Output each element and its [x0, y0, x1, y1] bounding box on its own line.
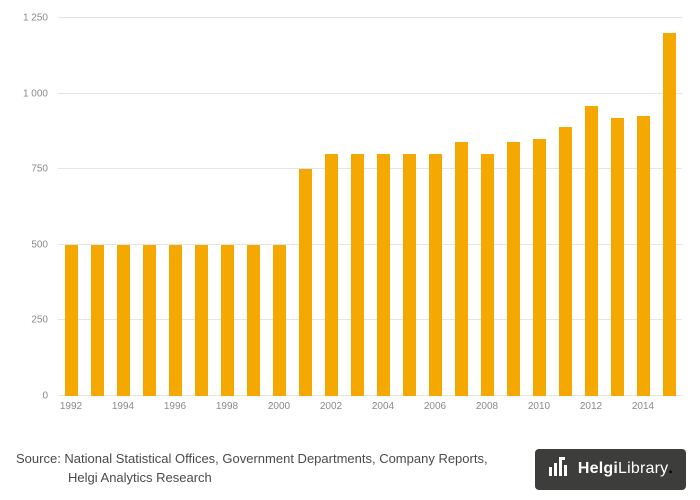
- footer: Source: National Statistical Offices, Go…: [0, 438, 700, 500]
- x-axis-label: [188, 401, 214, 412]
- logo-text-helgi: Helgi: [577, 460, 619, 477]
- x-axis-labels: 1992 1994 1996 1998 2000 2002 2004 2006 2008 2010…: [58, 401, 682, 412]
- bar-slot: [526, 18, 552, 396]
- x-axis-label: [552, 401, 578, 412]
- y-axis-label: 500: [31, 239, 48, 251]
- x-axis-label: [396, 401, 422, 412]
- bar-2007: [454, 141, 468, 396]
- logo-text-library: Library: [618, 460, 669, 477]
- bar-slot: [318, 18, 344, 396]
- y-axis-label: 750: [31, 163, 48, 175]
- gridline: [58, 168, 682, 170]
- x-axis-label: [500, 401, 526, 412]
- bar-slot: [84, 18, 110, 396]
- source-line-1: Source: National Statistical Offices, Go…: [16, 451, 488, 467]
- bar-2014: [636, 116, 650, 396]
- bar-slot: [552, 18, 578, 396]
- bar-slot: [240, 18, 266, 396]
- bar-slot: [162, 18, 188, 396]
- x-axis-label: 2002: [319, 401, 343, 412]
- bar-slot: [396, 18, 422, 396]
- source-text: Source: National Statistical Offices, Go…: [16, 450, 488, 488]
- source-line-2: Helgi Analytics Research: [68, 470, 212, 485]
- x-axis-label: 1992: [59, 401, 83, 412]
- bar-slot: [656, 18, 682, 396]
- bar-2004: [376, 154, 390, 396]
- x-axis-label: 1994: [111, 401, 135, 412]
- bar-chart: 0 250 500 750 1 000 1 250 1992 1994 1996 1998 200…: [23, 13, 682, 412]
- bar-slot: [344, 18, 370, 396]
- bar-slot: [500, 18, 526, 396]
- bar-slot: [292, 18, 318, 396]
- bar-slot: [188, 18, 214, 396]
- x-axis-label: 2014: [631, 401, 655, 412]
- y-axis-label: 1 250: [22, 12, 48, 24]
- bar-1998: [220, 244, 234, 396]
- bar-1994: [116, 244, 130, 396]
- bar-2011: [558, 126, 572, 396]
- x-axis-label: 2008: [475, 401, 499, 412]
- x-axis-label: 1998: [215, 401, 239, 412]
- gridline: [58, 92, 682, 94]
- x-axis-label: 1996: [163, 401, 187, 412]
- y-axis-label: 250: [31, 314, 48, 326]
- x-axis-label: [84, 401, 110, 412]
- logo-dot: .: [668, 460, 673, 477]
- x-axis-label: [604, 401, 630, 412]
- bar-slot: [266, 18, 292, 396]
- plot-area: 0 250 500 750 1 000 1 250: [23, 13, 682, 402]
- bar-2009: [506, 141, 520, 396]
- bar-2015: [662, 33, 676, 396]
- bar-slot: [630, 18, 656, 396]
- helgi-library-logo[interactable]: HelgiLibrary.: [534, 448, 686, 490]
- bar-chart-icon: [548, 456, 570, 482]
- bar-slot: [422, 18, 448, 396]
- x-axis-label: [240, 401, 266, 412]
- bar-slot: [448, 18, 474, 396]
- bar-1995: [142, 244, 156, 396]
- bar-1999: [246, 244, 260, 396]
- x-axis-label: 2010: [527, 401, 551, 412]
- x-axis-label: 2004: [371, 401, 395, 412]
- bar-slot: [214, 18, 240, 396]
- bar-2008: [480, 154, 494, 396]
- logo-text: HelgiLibrary.: [578, 460, 673, 478]
- bar-2002: [324, 154, 338, 396]
- x-axis-label: 2000: [267, 401, 291, 412]
- bar-2003: [350, 154, 364, 396]
- bar-slot: [370, 18, 396, 396]
- bar-slot: [136, 18, 162, 396]
- bar-slot: [474, 18, 500, 396]
- bar-2012: [584, 105, 598, 396]
- bars: [58, 18, 682, 396]
- bar-2010: [532, 138, 546, 396]
- x-axis-label: [136, 401, 162, 412]
- bar-1997: [194, 244, 208, 396]
- bar-2013: [610, 117, 624, 396]
- gridline: [58, 17, 682, 18]
- x-axis-label: [448, 401, 474, 412]
- gridline: [58, 319, 682, 321]
- bar-2000: [272, 244, 286, 396]
- x-axis-label: [292, 401, 318, 412]
- bar-2006: [428, 154, 442, 396]
- gridline: [58, 395, 682, 396]
- bar-2001: [298, 169, 312, 396]
- x-axis-label: [656, 401, 682, 412]
- bar-slot: [578, 18, 604, 396]
- y-axis-label: 0: [42, 390, 48, 402]
- x-axis-label: [344, 401, 370, 412]
- gridline: [58, 243, 682, 245]
- bar-slot: [110, 18, 136, 396]
- y-axis-label: 1 000: [22, 88, 48, 100]
- bar-slot: [58, 18, 84, 396]
- bar-1993: [90, 244, 104, 396]
- bar-slot: [604, 18, 630, 396]
- x-axis-label: 2012: [579, 401, 603, 412]
- bar-1992: [64, 244, 78, 396]
- bar-2005: [402, 154, 416, 396]
- bar-1996: [168, 244, 182, 396]
- x-axis-label: 2006: [423, 401, 447, 412]
